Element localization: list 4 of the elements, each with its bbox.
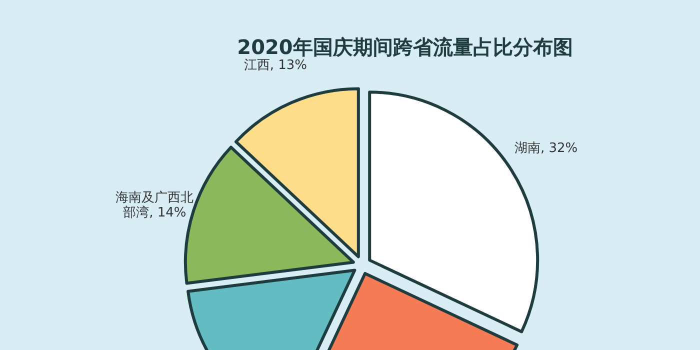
- slice-label: 江西, 13%: [244, 58, 308, 73]
- slice-label: 湖南, 32%: [514, 141, 578, 156]
- slice-label: 海南及广西北部湾, 14%: [116, 190, 194, 221]
- chart-title: 2020年国庆期间跨省流量占比分布图: [237, 35, 573, 59]
